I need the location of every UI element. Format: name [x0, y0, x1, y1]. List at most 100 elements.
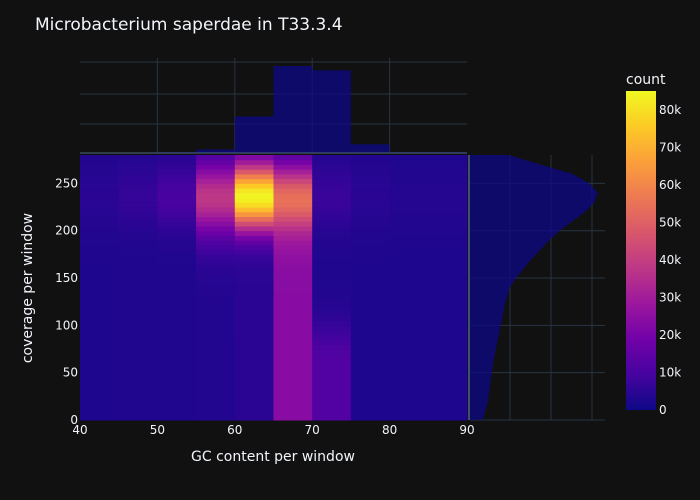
heatmap-cell: [157, 382, 197, 388]
heatmap-cell: [350, 296, 391, 303]
heatmap-cell: [350, 235, 391, 241]
heatmap-cell: [312, 363, 352, 369]
heatmap-cell: [80, 325, 120, 331]
heatmap-cell: [80, 164, 120, 170]
heatmap-cell: [350, 363, 391, 369]
heatmap-cell: [118, 405, 158, 412]
heatmap-cell: [234, 159, 274, 165]
heatmap-cell: [234, 169, 274, 175]
heatmap-cell: [157, 372, 197, 378]
heatmap-cell: [234, 386, 274, 393]
heatmap-cell: [389, 391, 429, 397]
heatmap-cell: [389, 344, 429, 350]
heatmap-cell: [312, 282, 352, 288]
heatmap-cell: [389, 202, 429, 208]
heatmap-cell: [157, 405, 197, 412]
heatmap-cell: [350, 372, 391, 378]
heatmap-cell: [273, 372, 313, 378]
heatmap-cell: [428, 221, 468, 227]
heatmap-cell: [234, 367, 274, 374]
heatmap-cell: [157, 164, 197, 170]
heatmap-cell: [273, 353, 313, 359]
heatmap-cell: [312, 367, 352, 374]
heatmap-cell: [196, 221, 236, 227]
heatmap-cell: [196, 344, 236, 350]
heatmap-cell: [157, 197, 197, 203]
heatmap-cell: [80, 244, 120, 251]
heatmap-cell: [273, 244, 313, 251]
heatmap-cell: [157, 367, 197, 374]
chart-title: Microbacterium saperdae in T33.3.4: [35, 15, 343, 35]
heatmap-cell: [234, 405, 274, 412]
heatmap-cell: [80, 202, 120, 208]
heatmap-cell: [118, 159, 158, 165]
heatmap-cell: [389, 358, 429, 364]
heatmap-cell: [428, 169, 468, 175]
heatmap-cell: [428, 325, 468, 331]
heatmap-cell: [157, 202, 197, 208]
heatmap-cell: [196, 254, 236, 260]
heatmap-cell: [350, 306, 391, 312]
heatmap-cell: [350, 339, 391, 345]
heatmap-cell: [389, 353, 429, 359]
heatmap-cell: [118, 320, 158, 326]
heatmap-cell: [118, 296, 158, 303]
heatmap-cell: [196, 325, 236, 331]
heatmap-cell: [428, 244, 468, 251]
heatmap-cell: [389, 292, 429, 298]
heatmap-cell: [273, 230, 313, 236]
heatmap-cell: [312, 197, 352, 203]
heatmap-cell: [118, 292, 158, 298]
heatmap-cell: [157, 216, 197, 222]
heatmap-cell: [234, 311, 274, 317]
heatmap-cell: [118, 278, 158, 284]
heatmap-cell: [196, 401, 236, 407]
heatmap-cell: [234, 188, 274, 194]
heatmap-cell: [389, 287, 429, 293]
marginal-y-histogram: [468, 155, 605, 421]
heatmap-cell: [80, 197, 120, 203]
heatmap-cell: [196, 278, 236, 284]
heatmap-cell: [389, 230, 429, 236]
heatmap-cell: [428, 386, 468, 393]
heatmap-cell: [118, 188, 158, 194]
heatmap-cell: [196, 235, 236, 241]
heatmap-cell: [234, 244, 274, 251]
heatmap-cell: [312, 273, 352, 279]
heatmap-cell: [196, 155, 236, 161]
heatmap-cell: [196, 202, 236, 208]
heatmap-cell: [428, 254, 468, 260]
heatmap-cell: [350, 367, 391, 374]
heatmap-cell: [118, 353, 158, 359]
heatmap-cell: [157, 235, 197, 241]
heatmap-cell: [157, 377, 197, 383]
heatmap-cell: [157, 334, 197, 341]
heatmap-cell: [196, 207, 236, 213]
heatmap-cell: [80, 320, 120, 326]
heatmap-cell: [234, 353, 274, 359]
heatmap-cell: [273, 268, 313, 274]
heatmap-cell: [118, 259, 158, 265]
heatmap-cell: [118, 202, 158, 208]
heatmap-cell: [389, 273, 429, 279]
heatmap-cell: [428, 391, 468, 397]
heatmap-cell: [234, 259, 274, 265]
heatmap-cell: [273, 216, 313, 222]
heatmap-cell: [350, 178, 391, 184]
heatmap-cell: [312, 292, 352, 298]
heatmap-cell: [312, 178, 352, 184]
marginal-y-area: [470, 155, 598, 420]
heatmap-cell: [234, 401, 274, 407]
heatmap-cell: [428, 159, 468, 165]
heatmap-cell: [118, 372, 158, 378]
heatmap-cell: [389, 367, 429, 374]
heatmap-cell: [157, 396, 197, 402]
heatmap-cell: [389, 278, 429, 284]
heatmap-cell: [196, 263, 236, 270]
heatmap-cell: [312, 349, 352, 355]
heatmap-cell: [428, 178, 468, 184]
heatmap-cell: [273, 225, 313, 232]
heatmap-cell: [350, 263, 391, 270]
heatmap-cell: [312, 225, 352, 232]
heatmap-cell: [157, 183, 197, 189]
